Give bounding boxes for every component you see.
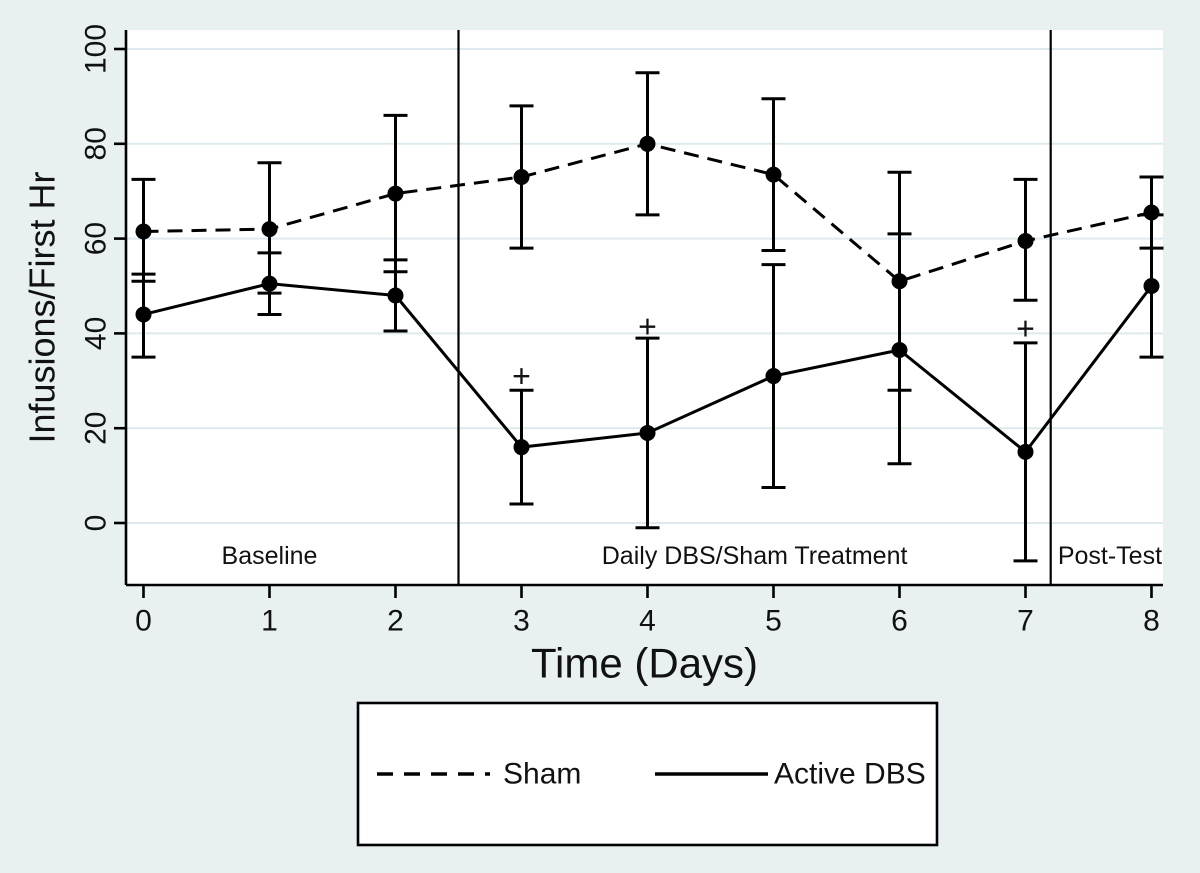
x-tick-label: 4 bbox=[639, 605, 656, 638]
x-tick-label: 0 bbox=[135, 605, 152, 638]
sham-marker bbox=[387, 185, 404, 202]
sham-marker bbox=[639, 135, 656, 152]
x-tick-label: 7 bbox=[1017, 605, 1034, 638]
active-dbs-marker bbox=[135, 306, 152, 323]
sham-marker bbox=[513, 168, 530, 185]
x-axis-title: Time (Days) bbox=[531, 640, 758, 687]
sham-marker bbox=[765, 166, 782, 183]
active-dbs-marker bbox=[387, 287, 404, 304]
y-tick-label: 0 bbox=[80, 515, 113, 532]
y-tick-label: 60 bbox=[80, 222, 113, 255]
active-dbs-marker bbox=[765, 368, 782, 385]
phase-label-baseline: Baseline bbox=[222, 542, 318, 570]
phase-label-post-test: Post-Test bbox=[1058, 542, 1162, 570]
sham-marker bbox=[261, 221, 278, 238]
x-tick-label: 6 bbox=[891, 605, 908, 638]
active-dbs-marker bbox=[1017, 443, 1034, 460]
plot-area bbox=[126, 30, 1163, 585]
y-axis-title: Infusions/First Hr bbox=[22, 171, 63, 443]
sham-marker bbox=[135, 223, 152, 240]
active-dbs-marker bbox=[261, 275, 278, 292]
active-dbs-marker bbox=[891, 341, 908, 358]
sham-marker bbox=[891, 273, 908, 290]
y-tick-label: 100 bbox=[80, 24, 113, 74]
legend-label-sham: Sham bbox=[503, 758, 581, 791]
significance-plus-marker: + bbox=[1016, 311, 1035, 347]
significance-plus-marker: + bbox=[638, 308, 657, 344]
y-tick-label: 20 bbox=[80, 412, 113, 445]
sham-marker bbox=[1143, 204, 1160, 221]
y-tick-label: 40 bbox=[80, 317, 113, 350]
significance-plus-marker: + bbox=[512, 358, 531, 394]
x-tick-label: 8 bbox=[1143, 605, 1160, 638]
legend-box bbox=[356, 701, 939, 847]
phase-label-daily-dbs-sham-treatment: Daily DBS/Sham Treatment bbox=[602, 542, 908, 570]
y-tick-label: 80 bbox=[80, 127, 113, 160]
active-dbs-marker bbox=[513, 439, 530, 456]
x-tick-label: 3 bbox=[513, 605, 530, 638]
legend-label-active-dbs: Active DBS bbox=[774, 758, 926, 791]
x-tick-label: 5 bbox=[765, 605, 782, 638]
active-dbs-marker bbox=[639, 424, 656, 441]
x-tick-label: 2 bbox=[387, 605, 404, 638]
x-tick-label: 1 bbox=[261, 605, 278, 638]
active-dbs-marker bbox=[1143, 278, 1160, 294]
sham-marker bbox=[1017, 232, 1034, 249]
